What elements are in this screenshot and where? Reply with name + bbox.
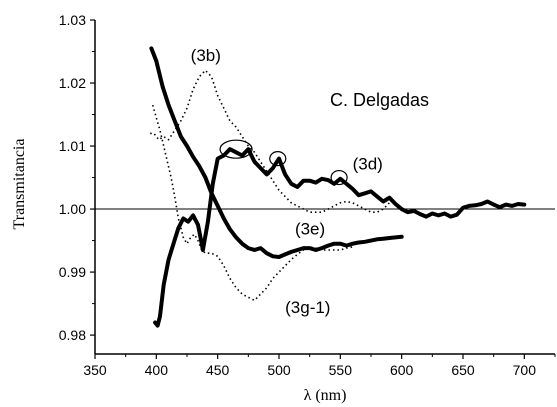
annotation-text: C. Delgadas (330, 90, 429, 110)
highlight-circle-layer (219, 139, 348, 186)
y-tick-label: 1.00 (59, 201, 86, 217)
x-tick-label: 700 (513, 362, 537, 378)
series-line-3e (149, 46, 404, 259)
x-tick-label: 650 (451, 362, 475, 378)
y-tick-label: 0.99 (59, 264, 86, 280)
y-axis-title: Transmitancia (11, 139, 28, 230)
highlight-circle (330, 169, 348, 186)
y-tick-label: 1.02 (59, 75, 86, 91)
y-tick-label: 1.01 (59, 138, 86, 154)
series-layer (149, 46, 527, 328)
y-ticks: 0.98 0.99 1.00 1.01 1.02 1.03 (59, 12, 95, 343)
series-label: (3b) (191, 46, 221, 65)
series-labels: (3b) (3d) (3e) (3g-1) (191, 46, 383, 317)
series-label: (3e) (295, 219, 325, 238)
x-tick-label: 550 (329, 362, 353, 378)
series-line-3b (150, 69, 390, 213)
x-tick-label: 400 (145, 362, 169, 378)
x-tick-label: 450 (206, 362, 230, 378)
x-axis-title: λ (nm) (304, 387, 347, 404)
series-line-3d (153, 147, 527, 328)
x-ticks: 350 400 450 500 550 600 650 700 (83, 354, 556, 378)
highlight-circle (269, 151, 287, 167)
x-tick-label: 500 (267, 362, 291, 378)
y-tick-label: 1.03 (59, 12, 86, 28)
highlight-circle (219, 139, 253, 159)
series-line-3g-1 (151, 104, 353, 302)
x-tick-label: 600 (390, 362, 414, 378)
y-tick-label: 0.98 (59, 327, 86, 343)
x-tick-label: 350 (83, 362, 107, 378)
series-label: (3d) (353, 154, 383, 173)
series-label: (3g-1) (285, 298, 330, 317)
